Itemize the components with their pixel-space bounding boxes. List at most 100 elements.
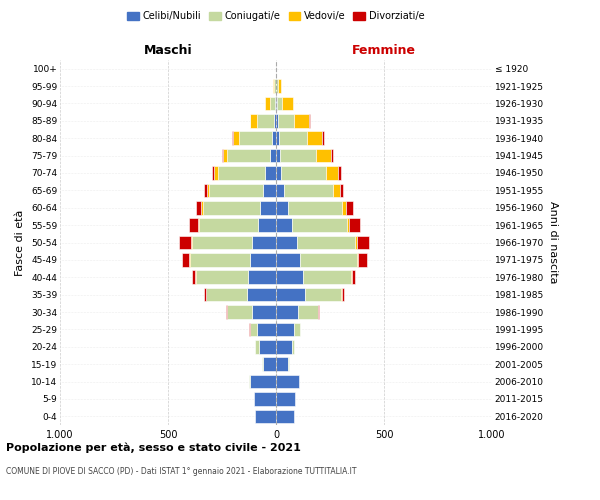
Bar (276, 270, 303, 284)
Bar (252, 305, 276, 319)
Bar (276, 114, 278, 128)
Bar (257, 322, 276, 336)
Bar (257, 114, 274, 128)
Bar (222, 149, 223, 162)
Bar (260, 201, 276, 214)
Bar (254, 392, 276, 406)
Y-axis label: Anni di nascita: Anni di nascita (548, 201, 558, 284)
Bar (298, 305, 318, 319)
Text: Popolazione per età, sesso e stato civile - 2021: Popolazione per età, sesso e stato civil… (6, 442, 301, 453)
Bar (284, 184, 333, 197)
Bar (259, 340, 276, 353)
Bar (203, 201, 260, 214)
Bar (352, 270, 355, 284)
Bar (276, 166, 281, 180)
Bar (265, 166, 276, 180)
Bar (276, 253, 300, 266)
Legend: Celibi/Nubili, Coniugati/e, Vedovi/e, Divorziati/e: Celibi/Nubili, Coniugati/e, Vedovi/e, Di… (124, 8, 428, 25)
Bar (276, 96, 277, 110)
Bar (296, 236, 355, 250)
Bar (263, 184, 276, 197)
Bar (196, 201, 202, 214)
Bar (341, 288, 342, 302)
Bar (326, 166, 338, 180)
Bar (342, 201, 346, 214)
Bar (270, 96, 275, 110)
Bar (278, 114, 295, 128)
Bar (295, 114, 310, 128)
Bar (275, 96, 276, 110)
Bar (283, 96, 293, 110)
Bar (202, 201, 203, 214)
Bar (250, 114, 257, 128)
Bar (227, 149, 269, 162)
Bar (227, 305, 252, 319)
Bar (269, 149, 276, 162)
Bar (191, 236, 192, 250)
Bar (333, 184, 340, 197)
Bar (280, 149, 316, 162)
Bar (340, 184, 343, 197)
Bar (252, 236, 276, 250)
Bar (274, 80, 275, 93)
Bar (192, 236, 252, 250)
Bar (331, 149, 333, 162)
Bar (276, 410, 295, 423)
Text: COMUNE DI PIOVE DI SACCO (PD) - Dati ISTAT 1° gennaio 2021 - Elaborazione TUTTIT: COMUNE DI PIOVE DI SACCO (PD) - Dati IST… (6, 468, 356, 476)
Bar (276, 184, 284, 197)
Bar (272, 132, 276, 145)
Bar (303, 270, 350, 284)
Bar (257, 218, 276, 232)
Bar (256, 410, 276, 423)
Bar (277, 80, 278, 93)
Bar (195, 270, 196, 284)
Bar (346, 201, 353, 214)
Bar (276, 236, 296, 250)
Bar (226, 305, 227, 319)
Bar (292, 340, 295, 353)
Bar (276, 392, 295, 406)
Bar (318, 305, 319, 319)
Bar (338, 166, 341, 180)
Bar (316, 149, 331, 162)
Bar (218, 166, 265, 180)
Bar (262, 358, 263, 371)
Bar (288, 201, 342, 214)
Bar (232, 132, 233, 145)
Text: Maschi: Maschi (143, 44, 193, 57)
Bar (322, 132, 323, 145)
Bar (192, 270, 195, 284)
Bar (276, 322, 295, 336)
Bar (277, 96, 283, 110)
Bar (276, 340, 292, 353)
Bar (265, 96, 270, 110)
Bar (350, 270, 352, 284)
Bar (349, 218, 360, 232)
Bar (247, 288, 276, 302)
Bar (207, 184, 209, 197)
Bar (292, 218, 347, 232)
Bar (295, 322, 300, 336)
Bar (279, 132, 307, 145)
Bar (199, 218, 257, 232)
Bar (198, 218, 199, 232)
Bar (288, 358, 289, 371)
Bar (276, 375, 299, 388)
Bar (342, 288, 344, 302)
Bar (250, 375, 276, 388)
Bar (188, 218, 198, 232)
Bar (274, 114, 276, 128)
Bar (223, 149, 227, 162)
Bar (203, 184, 207, 197)
Bar (206, 288, 247, 302)
Bar (182, 253, 188, 266)
Bar (300, 253, 357, 266)
Bar (278, 80, 281, 93)
Bar (250, 322, 257, 336)
Bar (281, 166, 326, 180)
Bar (263, 358, 276, 371)
Y-axis label: Fasce di età: Fasce di età (16, 210, 25, 276)
Bar (248, 270, 276, 284)
Bar (355, 236, 357, 250)
Bar (307, 132, 322, 145)
